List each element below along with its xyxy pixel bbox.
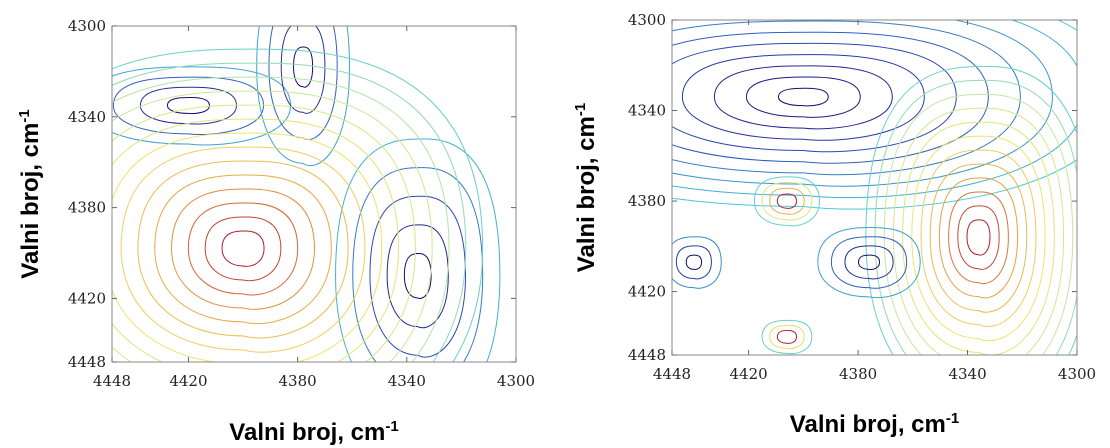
contour-line [761,182,813,221]
contour-chart-right: 4448 4420 4380 4340 4300 4300 4340 4380 4420 4448… [560,0,1110,448]
x-tick-label: 4300 [1058,365,1096,383]
x-tick-label: 4448 [653,365,691,383]
contour-line [761,319,813,355]
contour-line [166,97,210,115]
contour-line [137,160,349,339]
contour-line [681,54,925,141]
contour-line [672,31,989,164]
contour-line [902,121,1055,355]
contour-line [268,26,338,140]
contour-line [745,76,861,118]
contour-line [672,20,1053,187]
contour-line [929,163,1028,313]
y-tick-label: 4380 [628,192,666,210]
contour-line [386,224,449,329]
contour-line [857,254,881,270]
x-tick-label: 4448 [93,372,131,390]
x-tick-label: 4300 [497,372,535,390]
y-tick-label: 4448 [68,353,106,371]
contour-line [112,76,450,362]
contour-line [966,219,991,256]
contour-line [672,20,1021,176]
x-axis-label: Valni broj, cm-1 [790,410,959,438]
contour-line [112,104,416,362]
contour-line [112,118,400,362]
contour-line [293,46,314,88]
contour-line [777,87,829,107]
contour-line [204,216,282,282]
contour-line [769,187,805,215]
contour-line [335,138,501,362]
contour-line [256,26,350,167]
contour-line [817,227,921,299]
contour-line [171,188,315,310]
x-tick-label: 4380 [839,365,877,383]
contour-line [769,324,805,350]
contour-chart-left: 4448 4420 4380 4340 4300 4300 4340 4380 4420 4448… [0,0,545,448]
contour-line [938,177,1019,299]
y-axis-label: Valni broj, cm-1 [16,109,44,278]
x-tick-label: 4340 [948,365,986,383]
contour-line [112,90,433,362]
contour-line [672,42,957,153]
contour-line [187,202,299,296]
y-tick-label: 4300 [68,17,106,35]
contour-line [713,65,893,130]
plot-frame [111,25,517,363]
contour-line [830,236,908,289]
y-tick-label: 4340 [628,102,666,120]
contour-line [112,76,265,135]
contour-plot-svg-left: 4448 4420 4380 4340 4300 4300 4340 4380 4420 4448… [16,17,535,446]
contour-line [920,149,1037,327]
contour-line [883,93,1074,355]
contour-line [112,62,467,362]
contour-line [280,26,326,114]
contour-line [753,176,820,227]
contour-line [352,167,484,362]
contour-line [957,205,1000,270]
contour-line [874,79,1077,355]
contour-line [403,252,432,299]
x-tick-label: 4420 [730,365,768,383]
contour-line [685,254,703,270]
y-axis-label: Valni broj, cm-1 [572,103,600,272]
contour-line [369,195,467,358]
contour-line [154,174,332,325]
contour-lines [112,26,501,362]
y-tick-label: 4448 [628,346,666,364]
y-tick-label: 4300 [628,11,666,29]
contour-plot-svg-right: 4448 4420 4380 4340 4300 4300 4340 4380 4420 4448… [572,11,1096,438]
y-tick-label: 4420 [628,283,666,301]
contour-line [112,132,383,362]
contour-line [911,135,1046,342]
contour-line [675,245,712,280]
y-tick-label: 4420 [68,289,106,307]
contour-line [865,65,1077,355]
contour-line [844,245,894,280]
y-tick-label: 4380 [68,199,106,217]
x-tick-label: 4380 [279,372,317,390]
contour-line [776,330,798,344]
contour-line [120,146,366,353]
x-axis-label: Valni broj, cm-1 [229,418,398,446]
contour-lines [672,20,1077,355]
contour-line [672,236,722,289]
y-tick-label: 4340 [68,108,106,126]
contour-line [112,48,484,362]
plot-frame [671,19,1078,356]
x-tick-label: 4340 [388,372,426,390]
contour-line [776,193,798,209]
contour-line [892,107,1065,355]
x-tick-label: 4420 [169,372,207,390]
contour-line [948,191,1009,285]
contour-line [221,230,265,267]
contour-line [672,20,1077,199]
